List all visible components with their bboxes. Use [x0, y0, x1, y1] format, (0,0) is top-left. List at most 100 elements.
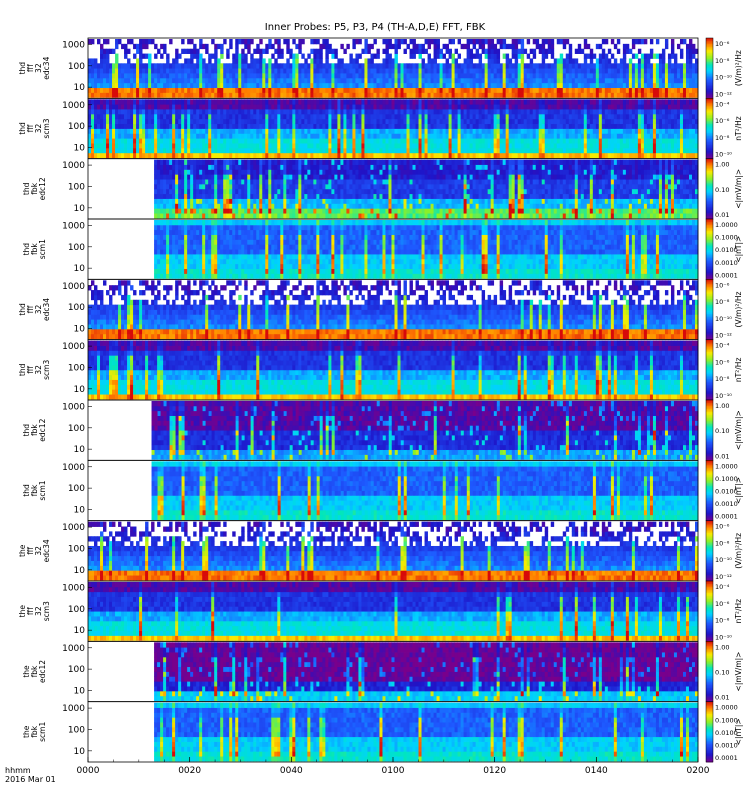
y-tick-label: 100	[68, 484, 85, 494]
x-tick-label: 0100	[382, 766, 405, 776]
y-tick-label: 1000	[62, 40, 85, 50]
colorbar-label: <|nT|>	[734, 477, 743, 504]
colorbar-tick-label: 10⁻¹⁰	[715, 151, 732, 159]
panel-label-line: scm1	[38, 239, 47, 259]
y-tick-label: 10	[74, 505, 86, 515]
panel-label-line: edc34	[42, 298, 51, 321]
colorbar-tick-label: 1.00	[715, 161, 729, 169]
spectrogram-heatmap	[154, 703, 698, 762]
colorbar-label: nT²/Hz	[734, 599, 743, 624]
panel-label-line: scm3	[42, 118, 51, 138]
y-tick-label: 10	[74, 385, 86, 395]
panel-label-line: edc12	[38, 177, 47, 200]
y-tick-label: 1000	[62, 523, 85, 533]
colorbar-tick-label: 0.01	[715, 694, 729, 702]
panel-label-line: scm3	[42, 601, 51, 621]
y-tick-label: 100	[68, 62, 85, 72]
colorbar-label: nT²/Hz	[734, 358, 743, 383]
spectrogram-heatmap	[154, 160, 698, 219]
colorbar-tick-label: 10⁻¹⁰	[715, 556, 732, 564]
figure-title: Inner Probes: P5, P3, P4 (TH-A,D,E) FFT,…	[265, 22, 486, 33]
colorbar-tick-label: 0.10	[715, 427, 729, 435]
y-tick-label: 1000	[62, 342, 85, 352]
colorbar-tick-label: 10⁻¹⁰	[715, 315, 732, 323]
y-tick-label: 10	[74, 143, 86, 153]
colorbar-tick-label: 10⁻⁶	[715, 600, 730, 608]
spectrogram-heatmap	[152, 461, 699, 520]
y-tick-label: 100	[68, 605, 85, 615]
colorbar-label: <|mV/m|>	[734, 652, 743, 692]
colorbar-tick-label: 0.0001	[715, 271, 738, 279]
colorbar-tick-label: 10⁻⁸	[715, 617, 730, 625]
colorbar-label: <|mV/m|>	[734, 169, 743, 209]
hhmm-label: hhmm	[5, 766, 31, 775]
colorbar-tick-label: 10⁻⁶	[715, 523, 730, 531]
colorbar-label: <|mV/m|>	[734, 410, 743, 450]
y-tick-label: 100	[68, 303, 85, 313]
panel-label-line: edc12	[38, 418, 47, 441]
y-tick-label: 100	[68, 725, 85, 735]
y-tick-label: 100	[68, 243, 85, 253]
colorbar-tick-label: 10⁻¹⁰	[715, 633, 732, 641]
colorbar: 1.000.100.01<|mV/m|>	[706, 400, 743, 461]
y-tick-label: 1000	[62, 282, 85, 292]
y-tick-label: 1000	[62, 644, 85, 654]
y-tick-label: 1000	[62, 221, 85, 231]
colorbar-tick-label: 10⁻⁴	[715, 583, 730, 591]
colorbar-tick-label: 0.10	[715, 186, 729, 194]
y-tick-label: 1000	[62, 583, 85, 593]
colorbar-tick-label: 0.0001	[715, 513, 738, 521]
colorbar-tick-label: 10⁻⁸	[715, 539, 730, 547]
x-tick-label: 0040	[280, 766, 303, 776]
colorbar-tick-label: 10⁻⁴	[715, 100, 730, 108]
y-tick-label: 1000	[62, 161, 85, 171]
y-tick-label: 10	[74, 204, 86, 214]
x-tick-label: 0120	[483, 766, 506, 776]
spectrogram-heatmap	[88, 582, 698, 641]
colorbar-label: <|nT|>	[734, 236, 743, 263]
colorbar-tick-label: 10⁻¹²	[715, 573, 732, 581]
colorbar-tick-label: 1.0000	[715, 221, 738, 229]
x-tick-label: 0000	[77, 766, 100, 776]
y-tick-label: 1000	[62, 101, 85, 111]
colorbar: 1.000.100.01<|mV/m|>	[706, 641, 743, 702]
y-tick-label: 10	[74, 324, 86, 334]
colorbar-label: (V/m)²/Hz	[734, 291, 743, 327]
y-tick-label: 1000	[62, 704, 85, 714]
spectrogram-heatmap	[88, 341, 698, 400]
spectrogram-heatmap	[88, 280, 698, 339]
colorbar-label: nT²/Hz	[734, 116, 743, 141]
colorbar-tick-label: 1.0000	[715, 462, 738, 470]
y-tick-label: 10	[74, 566, 86, 576]
colorbar-tick-label: 1.0000	[715, 704, 738, 712]
colorbar-tick-label: 10⁻¹⁰	[715, 392, 732, 400]
spectrogram-heatmap	[154, 642, 698, 701]
colorbar-tick-label: 10⁻⁸	[715, 57, 730, 65]
colorbar-tick-label: 10⁻⁶	[715, 281, 730, 289]
y-tick-label: 10	[74, 83, 86, 93]
date-label: 2016 Mar 01	[5, 775, 56, 784]
panel-label-line: edc12	[38, 660, 47, 683]
colorbar: 1.000.100.01<|mV/m|>	[706, 159, 743, 220]
colorbar-tick-label: 10⁻¹²	[715, 90, 732, 98]
colorbar-tick-label: 10⁻⁴	[715, 342, 730, 350]
y-tick-label: 1000	[62, 402, 85, 412]
y-tick-label: 10	[74, 264, 86, 274]
colorbar-label: <|nT|>	[734, 718, 743, 745]
panel-label-line: edc34	[42, 539, 51, 562]
colorbar-tick-label: 1.00	[715, 643, 729, 651]
colorbar-tick-label: 10⁻⁶	[715, 117, 730, 125]
